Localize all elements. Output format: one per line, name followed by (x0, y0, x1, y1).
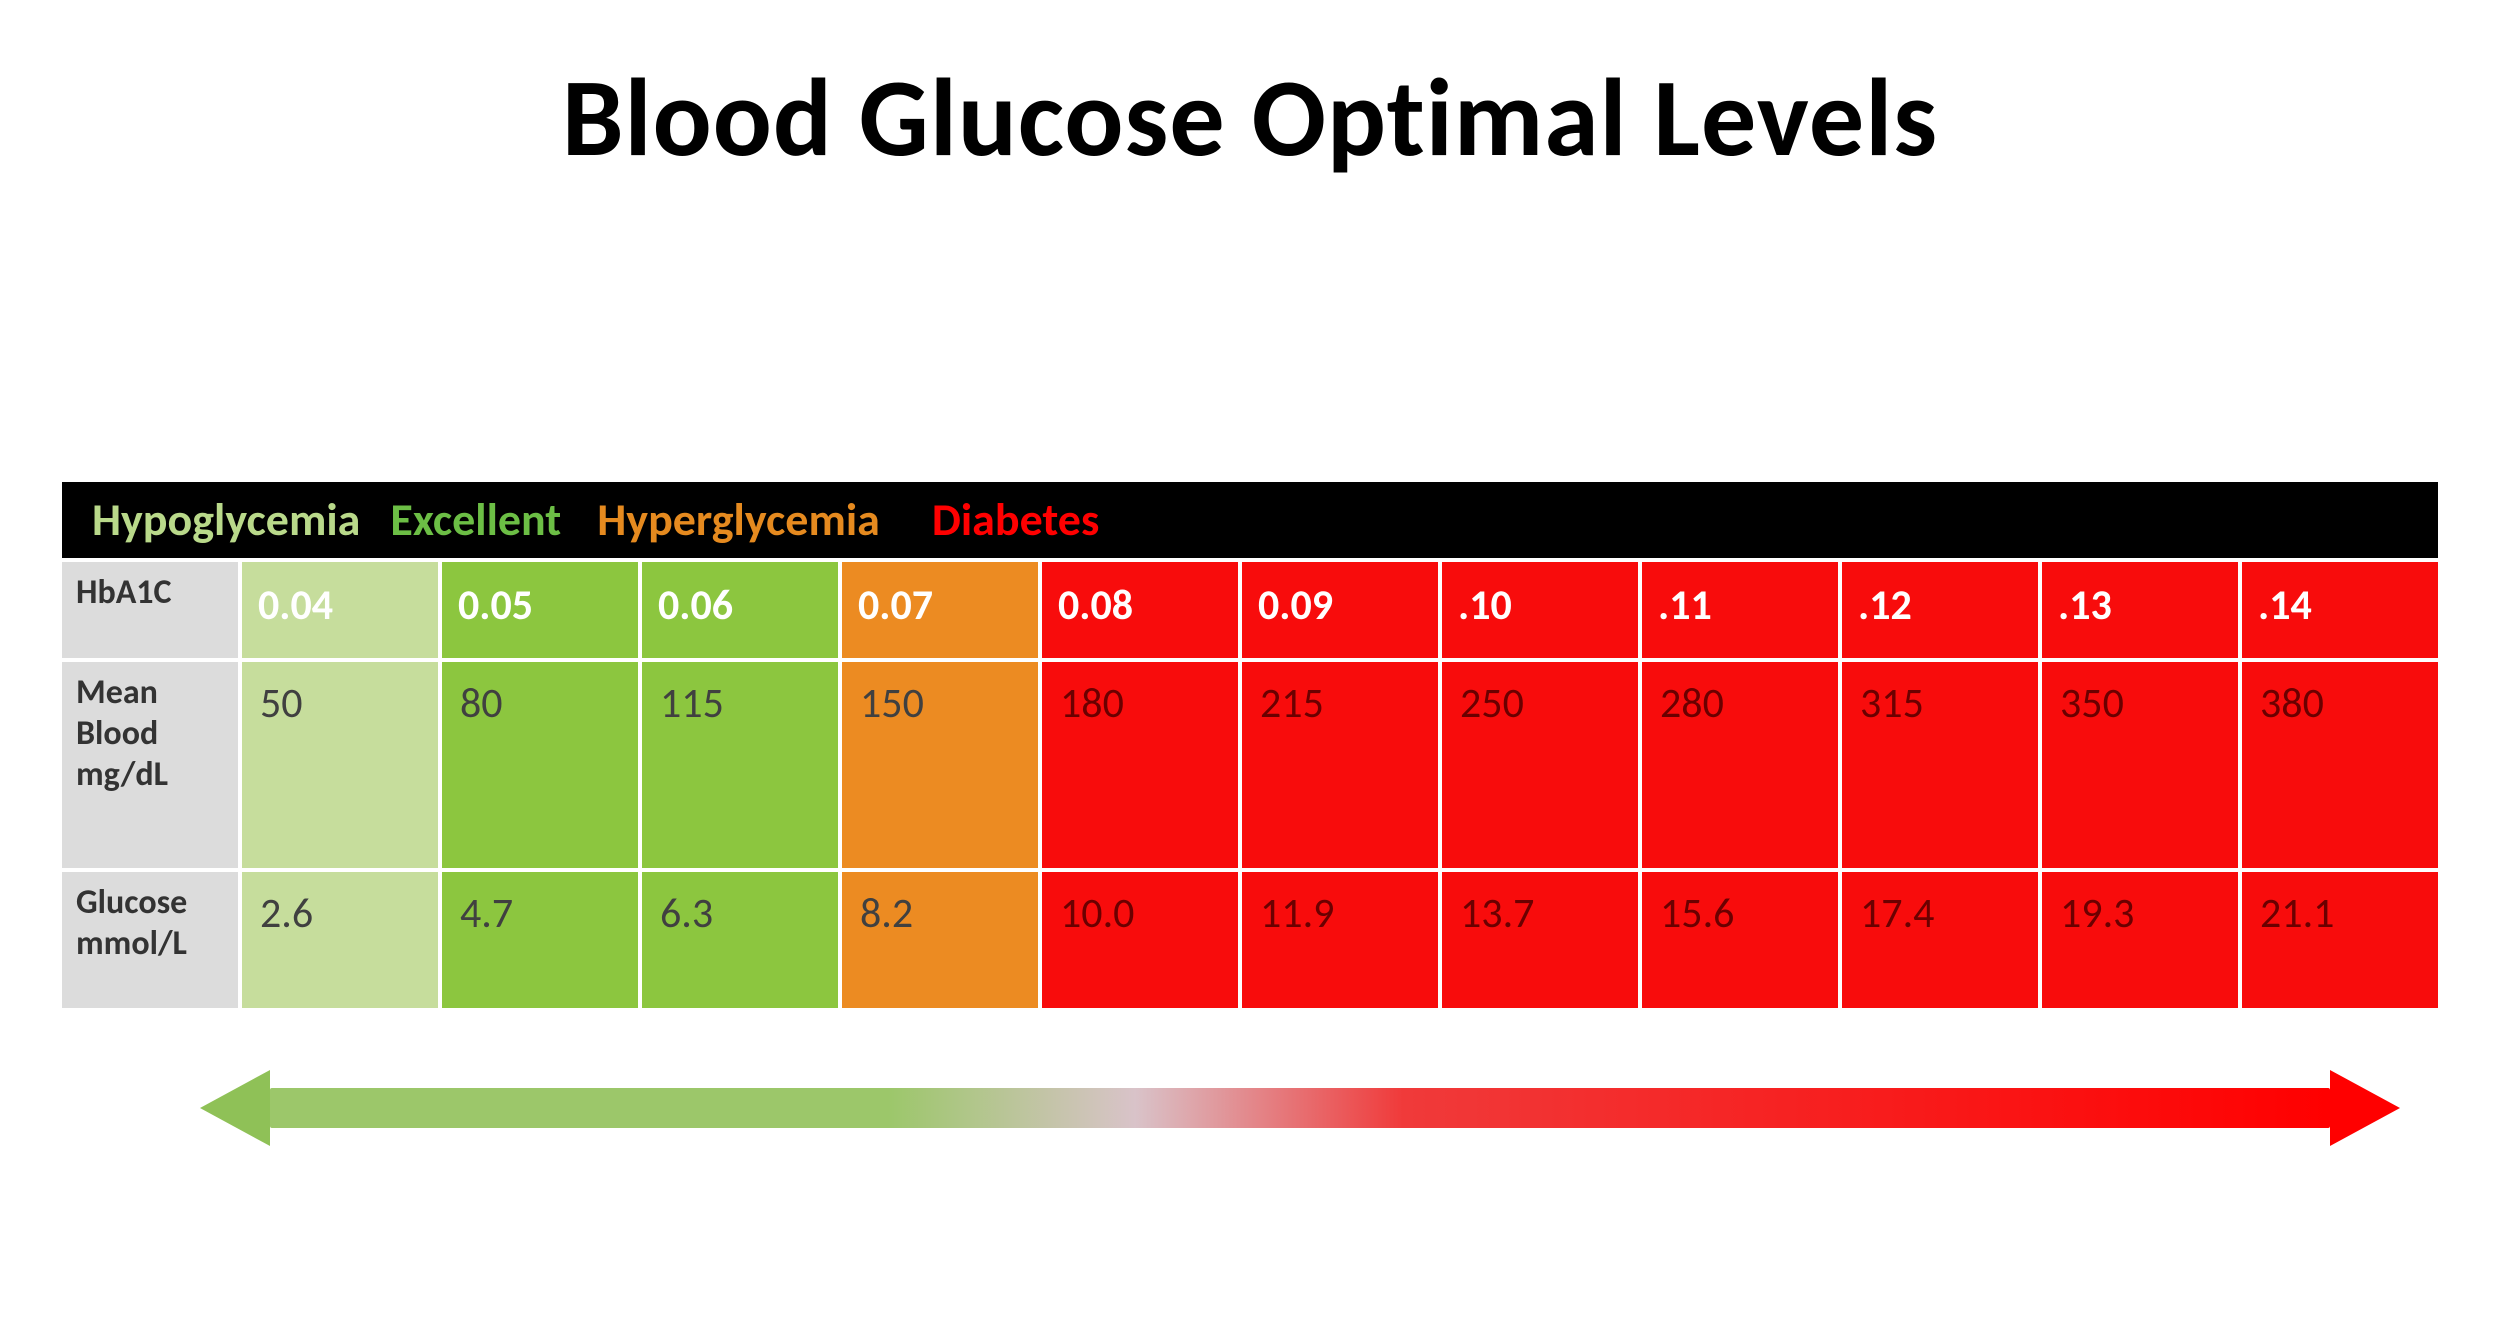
mean_blood-value: 80 (460, 678, 503, 729)
glucose_mmol-value: 8.2 (860, 888, 913, 939)
glucose_mmol-cell: 11.9 (1240, 870, 1440, 1010)
scale-arrow (200, 1070, 2400, 1146)
glucose_mmol-value: 10.0 (1060, 888, 1134, 939)
header-bar: Hypoglycemia Excellent Hyperglycemia Diabet… (60, 480, 2440, 560)
header-category: Hypoglycemia (92, 492, 360, 548)
page-root: Blood Glucose Optimal Levels Hypoglycemi… (0, 0, 2500, 1328)
mean_blood-value: 150 (860, 678, 924, 729)
glucose_mmol-value: 4.7 (460, 888, 513, 939)
hba1c-cell: .12 (1840, 560, 2040, 660)
mean_blood-cell: 250 (1440, 660, 1640, 870)
glucose_mmol-cell: 6.3 (640, 870, 840, 1010)
glucose_mmol-cell: 10.0 (1040, 870, 1240, 1010)
hba1c-value: .13 (2058, 580, 2112, 631)
hba1c-row: HbA1C 0.04 0.05 0.06 0.07 0.08 0.09 .10 .11 .12.… (60, 560, 2440, 660)
mean-blood-row: Mean Blood mg/dL 50 80 115 150 180 215 250 280 3… (60, 660, 2440, 870)
hba1c-label: HbA1C (60, 560, 240, 660)
mean_blood-cell: 180 (1040, 660, 1240, 870)
mean_blood-cell: 380 (2240, 660, 2440, 870)
header-category: Diabetes (932, 492, 1099, 548)
glucose-mmol-row: Glucose mmol/L 2.6 4.7 6.3 8.2 10.0 11.9 13.7 1… (60, 870, 2440, 1010)
hba1c-cell: 0.04 (240, 560, 440, 660)
glucose_mmol-value: 6.3 (660, 888, 713, 939)
hba1c-cell: 0.06 (640, 560, 840, 660)
glucose_mmol-cell: 17.4 (1840, 870, 2040, 1010)
glucose-table: Hypoglycemia Excellent Hyperglycemia Diabet… (60, 480, 2440, 1010)
glucose_mmol-value: 21.1 (2260, 888, 2334, 939)
header-category: Excellent (390, 492, 561, 548)
glucose_mmol-value: 19.3 (2060, 888, 2134, 939)
hba1c-cell: 0.08 (1040, 560, 1240, 660)
page-title: Blood Glucose Optimal Levels (0, 50, 2500, 185)
hba1c-cell: .13 (2040, 560, 2240, 660)
mean_blood-cell: 80 (440, 660, 640, 870)
hba1c-cell: 0.05 (440, 560, 640, 660)
hba1c-value: 0.06 (658, 580, 733, 631)
hba1c-value: .12 (1858, 580, 1912, 631)
glucose-tbody: Hypoglycemia Excellent Hyperglycemia Diabet… (60, 480, 2440, 1010)
hba1c-value: .10 (1458, 580, 1512, 631)
arrow-head-left-icon (200, 1070, 270, 1146)
glucose_mmol-value: 2.6 (260, 888, 313, 939)
mean_blood-value: 380 (2260, 678, 2324, 729)
glucose_mmol-value: 13.7 (1460, 888, 1534, 939)
glucose_mmol-cell: 2.6 (240, 870, 440, 1010)
mean-blood-label: Mean Blood mg/dL (60, 660, 240, 870)
hba1c-cell: .11 (1640, 560, 1840, 660)
hba1c-cell: .14 (2240, 560, 2440, 660)
hba1c-value: 0.04 (258, 580, 333, 631)
mean_blood-value: 180 (1060, 678, 1124, 729)
mean_blood-cell: 50 (240, 660, 440, 870)
arrow-head-right-icon (2330, 1070, 2400, 1146)
mean_blood-value: 250 (1460, 678, 1524, 729)
mean_blood-value: 315 (1860, 678, 1924, 729)
mean_blood-value: 215 (1260, 678, 1324, 729)
hba1c-cell: .10 (1440, 560, 1640, 660)
mean_blood-cell: 115 (640, 660, 840, 870)
hba1c-value: .11 (1658, 580, 1712, 631)
hba1c-value: .14 (2258, 580, 2312, 631)
glucose_mmol-cell: 13.7 (1440, 870, 1640, 1010)
glucose_mmol-cell: 15.6 (1640, 870, 1840, 1010)
glucose_mmol-cell: 4.7 (440, 870, 640, 1010)
glucose-table-wrap: Hypoglycemia Excellent Hyperglycemia Diabet… (60, 480, 2440, 1010)
mean_blood-cell: 150 (840, 660, 1040, 870)
hba1c-value: 0.05 (458, 580, 533, 631)
mean_blood-value: 50 (260, 678, 303, 729)
glucose_mmol-cell: 21.1 (2240, 870, 2440, 1010)
glucose_mmol-cell: 8.2 (840, 870, 1040, 1010)
glucose_mmol-cell: 19.3 (2040, 870, 2240, 1010)
hba1c-cell: 0.09 (1240, 560, 1440, 660)
glucose-mmol-label: Glucose mmol/L (60, 870, 240, 1010)
hba1c-value: 0.07 (858, 580, 933, 631)
mean_blood-cell: 280 (1640, 660, 1840, 870)
header-category: Hyperglycemia (597, 492, 880, 548)
mean_blood-cell: 350 (2040, 660, 2240, 870)
mean_blood-value: 280 (1660, 678, 1724, 729)
arrow-body (270, 1088, 2330, 1128)
mean_blood-cell: 215 (1240, 660, 1440, 870)
mean_blood-value: 350 (2060, 678, 2124, 729)
hba1c-cell: 0.07 (840, 560, 1040, 660)
glucose_mmol-value: 17.4 (1860, 888, 1934, 939)
hba1c-value: 0.09 (1258, 580, 1333, 631)
mean_blood-value: 115 (660, 678, 724, 729)
glucose_mmol-value: 15.6 (1660, 888, 1734, 939)
glucose_mmol-value: 11.9 (1260, 888, 1334, 939)
header-row: Hypoglycemia Excellent Hyperglycemia Diabet… (60, 480, 2440, 560)
hba1c-value: 0.08 (1058, 580, 1133, 631)
mean_blood-cell: 315 (1840, 660, 2040, 870)
